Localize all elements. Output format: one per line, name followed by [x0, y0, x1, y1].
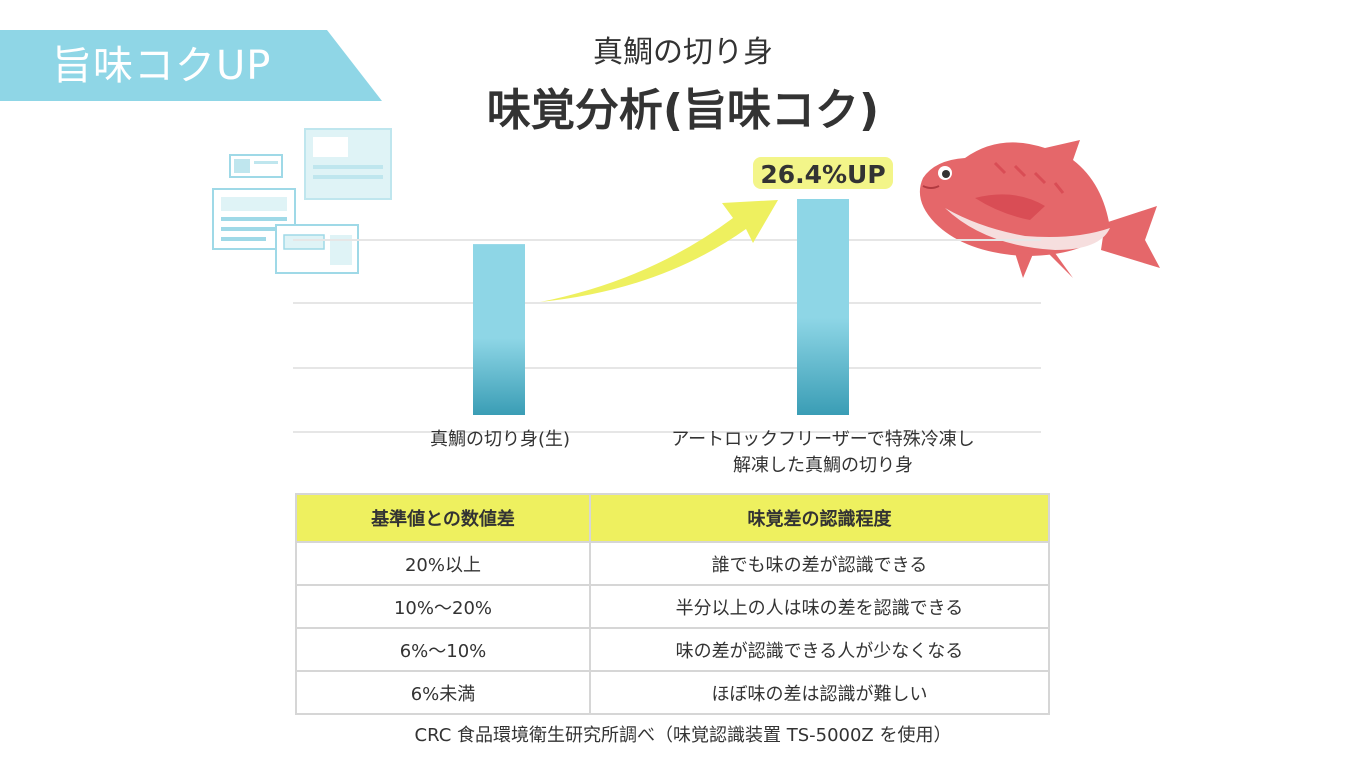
page-subtitle: 真鯛の切り身: [593, 35, 773, 70]
tag-label: 旨味コクUP: [52, 43, 272, 89]
table-cell: 半分以上の人は味の差を認識できる: [589, 584, 1050, 629]
bar-1: [473, 244, 525, 415]
table-header-difference: 基準値との数値差: [295, 493, 591, 543]
bar-2: [797, 199, 849, 415]
page-title: 味覚分析(旨味コク): [486, 85, 880, 136]
taste-difference-table: 基準値との数値差 味覚差の認識程度 20%以上 誰でも味の差が認識できる 10%…: [295, 493, 1050, 715]
sea-bream-illustration: [919, 140, 1160, 278]
table-cell: 6%未満: [295, 670, 591, 715]
category-label-frozen: アートロックフリーザーで特殊冷凍し 解凍した真鯛の切り身: [671, 429, 975, 476]
annotation-highlight: [753, 157, 893, 189]
increase-arrow: [540, 200, 778, 302]
table-cell: 6%〜10%: [295, 627, 591, 672]
table-row: 6%〜10% 味の差が認識できる人が少なくなる: [295, 627, 1050, 672]
source-footnote: CRC 食品環境衛生研究所調べ（味覚認識装置 TS-5000Z を使用）: [414, 725, 952, 746]
table-cell: 誰でも味の差が認識できる: [589, 541, 1050, 586]
table-row: 10%〜20% 半分以上の人は味の差を認識できる: [295, 584, 1050, 629]
table-cell: 10%〜20%: [295, 584, 591, 629]
table-cell: ほぼ味の差は認識が難しい: [589, 670, 1050, 715]
category-label-raw: 真鯛の切り身(生): [429, 429, 571, 450]
table-cell: 20%以上: [295, 541, 591, 586]
table-row: 6%未満 ほぼ味の差は認識が難しい: [295, 670, 1050, 715]
increase-annotation: 26.4%UP: [760, 160, 885, 189]
grid-lines: [293, 239, 1041, 433]
bars: 26.4%UP: [473, 157, 893, 415]
documents-illustration: [212, 128, 392, 274]
tag-banner: [0, 30, 382, 101]
table-row: 20%以上 誰でも味の差が認識できる: [295, 541, 1050, 586]
table-header-recognition: 味覚差の認識程度: [589, 493, 1050, 543]
table-cell: 味の差が認識できる人が少なくなる: [589, 627, 1050, 672]
